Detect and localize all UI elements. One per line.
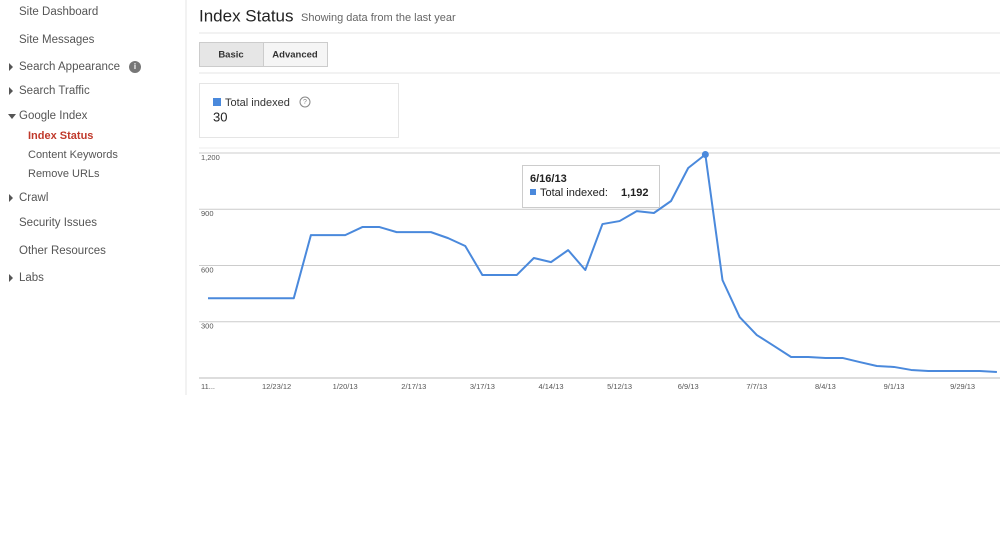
collapsed-arrow	[9, 63, 13, 71]
x-tick-label: 7/7/13	[746, 382, 767, 391]
tooltip-swatch	[530, 189, 536, 195]
page-subtitle: Showing data from the last year	[301, 12, 456, 24]
nav-item[interactable]: Crawl	[19, 192, 48, 204]
nav-item[interactable]: Site Dashboard	[19, 6, 98, 18]
help-glyph: ?	[303, 99, 307, 106]
x-tick-label: 8/4/13	[815, 382, 836, 391]
nav-item[interactable]: Search Traffic	[19, 85, 90, 97]
nav-item[interactable]: Site Messages	[19, 34, 95, 46]
tooltip-value: 1,192	[621, 187, 649, 199]
tooltip-name: Total indexed:	[540, 187, 608, 199]
x-tick-label: 11...	[201, 382, 215, 391]
x-tick-label: 5/12/13	[607, 382, 632, 391]
x-tick-label: 6/9/13	[678, 382, 699, 391]
chart: 300 600 900 1,200 11... 12/23/12 1/20/13 2/17/1…	[199, 151, 1000, 391]
nav-subitem[interactable]: Content Keywords	[28, 149, 118, 161]
x-tick-label: 12/23/12	[262, 382, 291, 391]
legend-swatch	[213, 98, 221, 106]
nav-item[interactable]: Google Index	[19, 110, 88, 122]
x-tick-label: 9/29/13	[950, 382, 975, 391]
tooltip-box	[522, 165, 660, 208]
nav-subitem-active[interactable]: Index Status	[28, 130, 93, 142]
info-icon[interactable]	[129, 61, 141, 73]
y-tick-label: 600	[201, 265, 214, 274]
nav-item[interactable]: Other Resources	[19, 245, 106, 257]
x-tick-label: 4/14/13	[538, 382, 563, 391]
y-tick-label: 900	[201, 209, 214, 218]
y-tick-label: 1,200	[201, 153, 220, 162]
tooltip-date: 6/16/13	[530, 173, 567, 185]
summary-box	[199, 83, 399, 138]
summary-value: 30	[213, 109, 227, 124]
tab-label[interactable]: Basic	[218, 50, 243, 61]
collapsed-arrow	[9, 87, 13, 95]
x-tick-label: 3/17/13	[470, 382, 495, 391]
nav-item[interactable]: Search Appearance	[19, 61, 120, 73]
x-tick-label: 2/17/13	[401, 382, 426, 391]
nav-item[interactable]: Labs	[19, 272, 44, 284]
legend-label: Total indexed	[225, 97, 290, 109]
collapsed-arrow	[9, 194, 13, 202]
tab-advanced[interactable]	[263, 42, 328, 67]
nav-subitem[interactable]: Remove URLs	[28, 168, 100, 180]
tab-label[interactable]: Advanced	[272, 50, 318, 61]
sidebar: Site Dashboard Site Messages Search Appe…	[8, 6, 141, 284]
series-line	[208, 153, 997, 373]
page-title: Index Status	[199, 6, 294, 25]
y-tick-label: 300	[201, 322, 214, 331]
x-tick-label: 9/1/13	[884, 382, 905, 391]
x-tick-label: 1/20/13	[333, 382, 358, 391]
help-icon[interactable]	[299, 96, 311, 108]
tab-basic[interactable]	[199, 42, 264, 67]
expanded-arrow	[8, 114, 16, 119]
nav-item[interactable]: Security Issues	[19, 217, 97, 229]
collapsed-arrow	[9, 274, 13, 282]
hover-point	[701, 151, 709, 158]
info-glyph: i	[134, 62, 136, 71]
